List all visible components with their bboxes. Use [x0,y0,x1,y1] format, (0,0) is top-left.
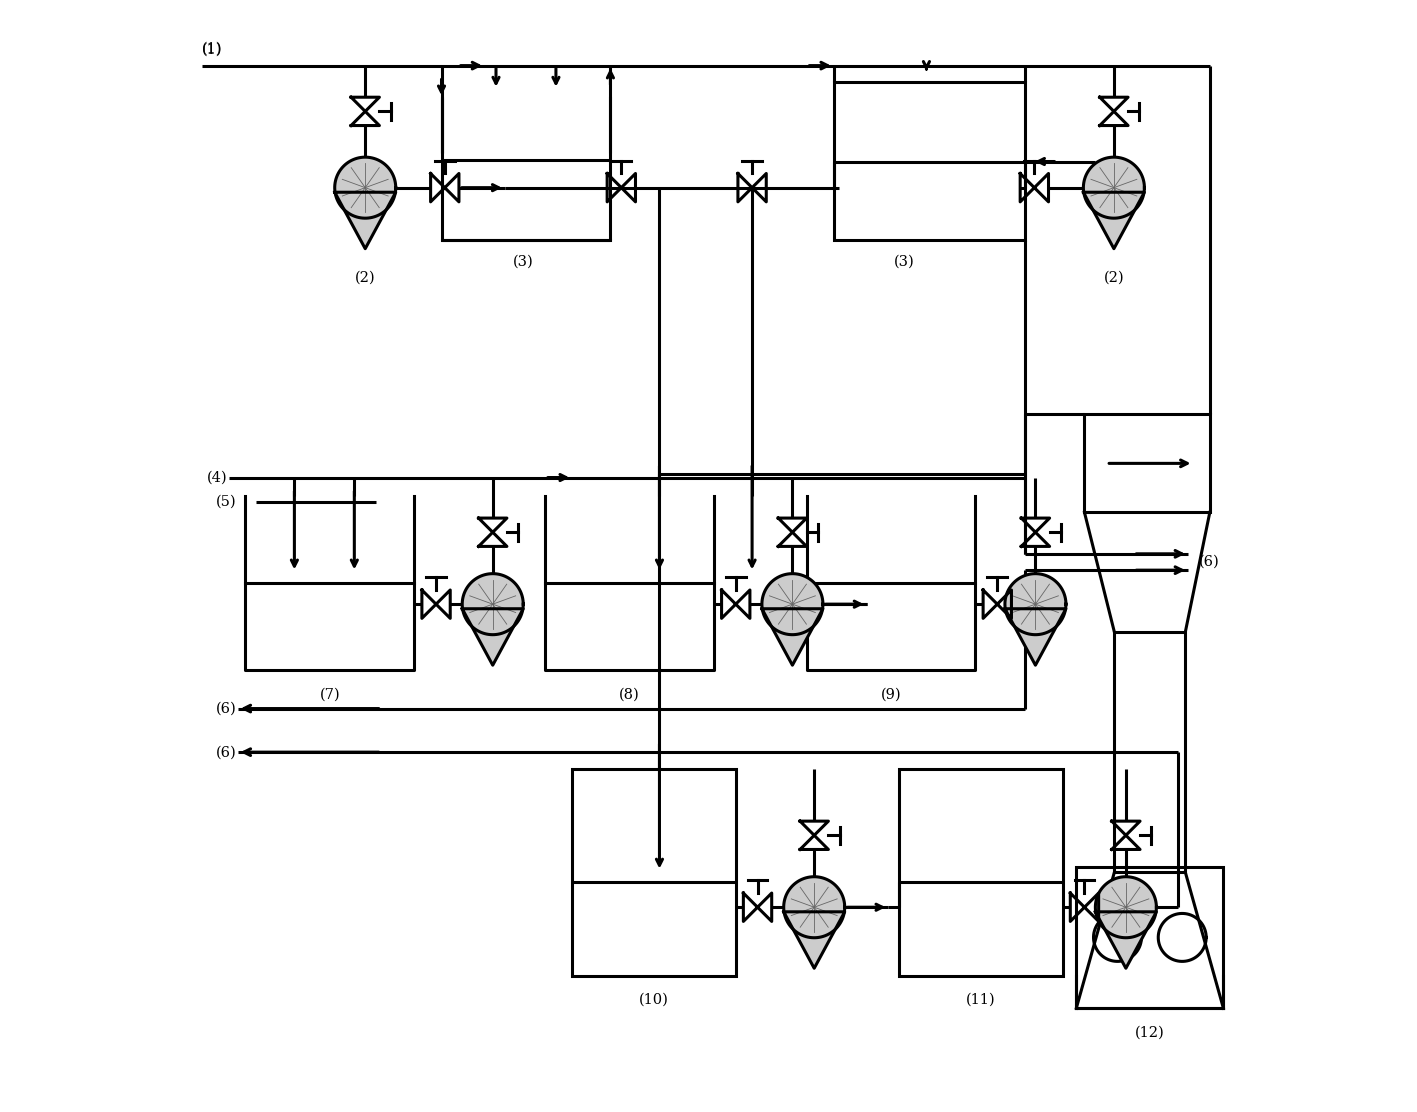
Polygon shape [1095,912,1156,969]
Polygon shape [462,574,523,635]
Bar [1077,866,1223,1009]
Bar [572,768,735,975]
Text: (3): (3) [513,255,534,269]
Text: (12): (12) [1135,1025,1165,1040]
Polygon shape [462,608,523,665]
Text: (9): (9) [881,687,901,702]
Text: (6): (6) [1199,555,1220,569]
Text: (5): (5) [215,495,237,508]
Text: (6): (6) [215,702,237,715]
Polygon shape [784,876,845,937]
Polygon shape [1005,574,1066,635]
Text: (1): (1) [201,41,222,56]
Polygon shape [1084,192,1145,249]
Polygon shape [1084,157,1145,218]
Bar [1084,415,1210,513]
Text: (8): (8) [619,687,640,702]
Polygon shape [1005,608,1066,665]
Polygon shape [762,574,823,635]
Text: (3): (3) [894,255,915,269]
Polygon shape [334,157,395,218]
Text: (6): (6) [215,745,237,759]
Bar [833,82,1024,240]
Bar [900,768,1063,975]
Text: (11): (11) [966,993,996,1006]
Polygon shape [784,912,845,969]
Text: (1): (1) [201,42,222,57]
Text: (2): (2) [354,271,376,285]
Text: (4): (4) [207,470,228,485]
Polygon shape [334,192,395,249]
Polygon shape [762,608,823,665]
Bar [1114,633,1185,872]
Text: (2): (2) [1104,271,1124,285]
Polygon shape [1095,876,1156,937]
Text: (10): (10) [639,993,669,1006]
Text: (7): (7) [319,687,340,702]
